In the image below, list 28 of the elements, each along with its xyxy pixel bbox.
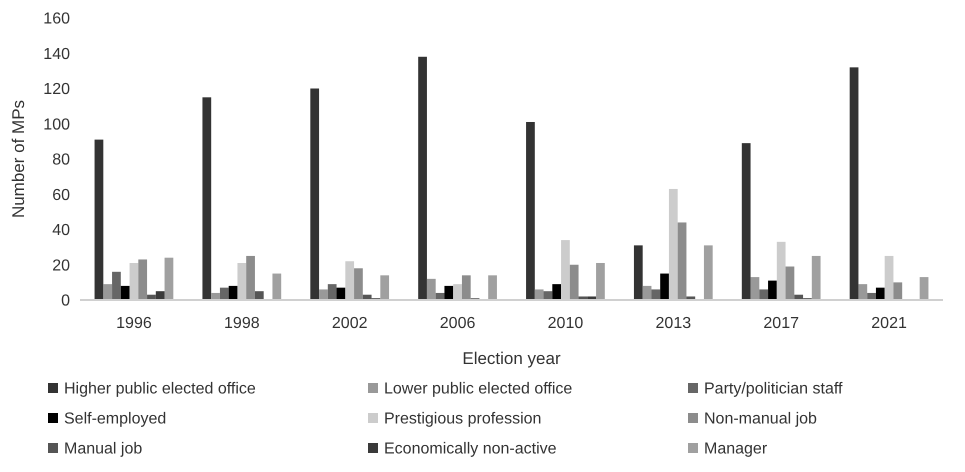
- y-tick-label: 0: [61, 292, 70, 310]
- legend-label: Manual job: [64, 440, 142, 458]
- x-axis-title: Election year: [462, 349, 561, 368]
- legend-label: Economically non-active: [384, 440, 557, 458]
- x-tick-label: 1998: [224, 315, 260, 332]
- legend-label: Self-employed: [64, 410, 166, 428]
- x-tick-label: 2021: [871, 315, 907, 332]
- legend-label: Manager: [704, 440, 768, 458]
- y-tick-label: 80: [52, 152, 70, 169]
- legend-label: Non-manual job: [704, 410, 818, 428]
- x-tick-label: 2017: [763, 315, 800, 332]
- y-axis-title: Number of MPs: [9, 100, 28, 218]
- y-tick-label: 120: [43, 81, 70, 98]
- legend-label: Prestigious profession: [384, 410, 542, 428]
- y-tick-label: 60: [52, 186, 70, 204]
- x-tick-label: 2010: [548, 315, 584, 332]
- x-tick-label: 2002: [332, 315, 368, 332]
- x-tick-label: 2006: [440, 315, 476, 332]
- y-tick-label: 160: [43, 10, 70, 28]
- y-tick-label: 100: [43, 116, 70, 134]
- legend-label: Higher public elected office: [64, 380, 256, 398]
- y-tick-label: 140: [43, 46, 70, 63]
- x-tick-label: 1996: [116, 315, 152, 332]
- legend-label: Lower public elected office: [384, 380, 572, 398]
- y-tick-label: 20: [52, 257, 70, 274]
- legend-label: Party/politician staff: [704, 380, 843, 398]
- x-tick-label: 2013: [656, 315, 692, 332]
- y-tick-label: 40: [52, 222, 70, 240]
